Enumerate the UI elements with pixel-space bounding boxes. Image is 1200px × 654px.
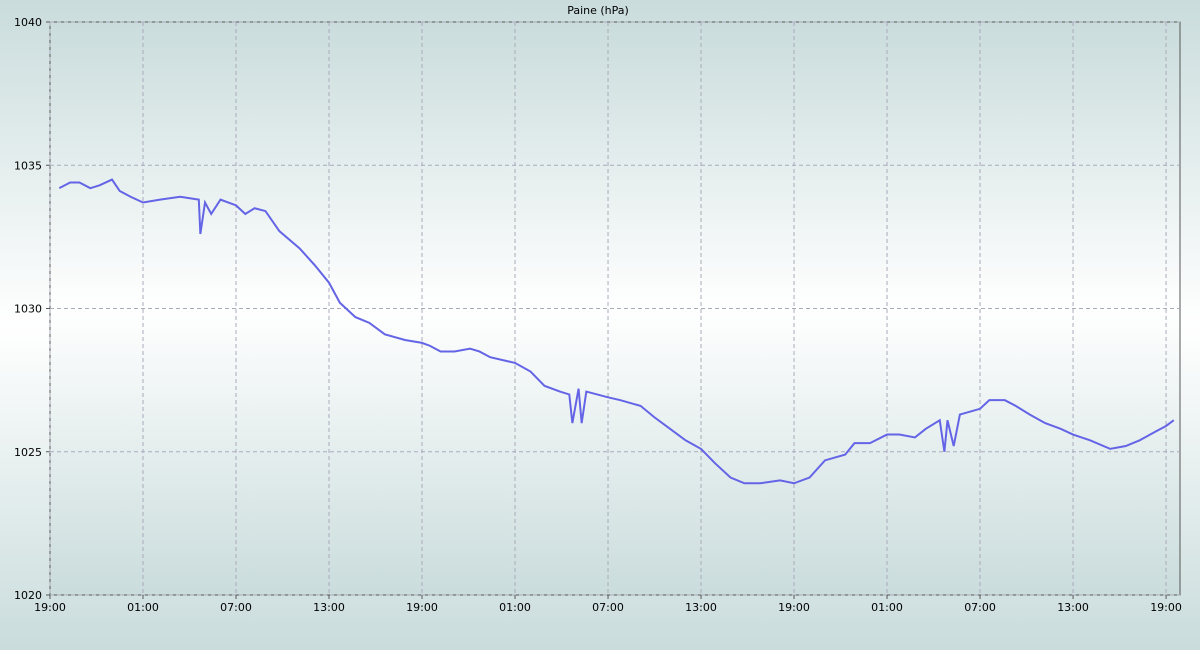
y-tick-label: 1030: [14, 303, 42, 316]
x-tick-label: 01:00: [871, 601, 903, 614]
x-tick-label: 07:00: [964, 601, 996, 614]
chart-title: Paine (hPa): [567, 4, 629, 17]
x-tick-label: 19:00: [1150, 601, 1182, 614]
x-tick-label: 19:00: [34, 601, 66, 614]
x-tick-label: 13:00: [685, 601, 717, 614]
y-tick-label: 1035: [14, 159, 42, 172]
x-tick-label: 13:00: [1057, 601, 1089, 614]
y-tick-label: 1020: [14, 589, 42, 602]
x-tick-label: 07:00: [592, 601, 624, 614]
y-tick-label: 1040: [14, 16, 42, 29]
x-tick-label: 13:00: [313, 601, 345, 614]
data-line: [58, 178, 1175, 485]
x-tick-label: 19:00: [778, 601, 810, 614]
x-tick-label: 19:00: [406, 601, 438, 614]
x-tick-label: 07:00: [220, 601, 252, 614]
x-tick-label: 01:00: [499, 601, 531, 614]
y-tick-label: 1025: [14, 446, 42, 459]
x-tick-label: 01:00: [127, 601, 159, 614]
